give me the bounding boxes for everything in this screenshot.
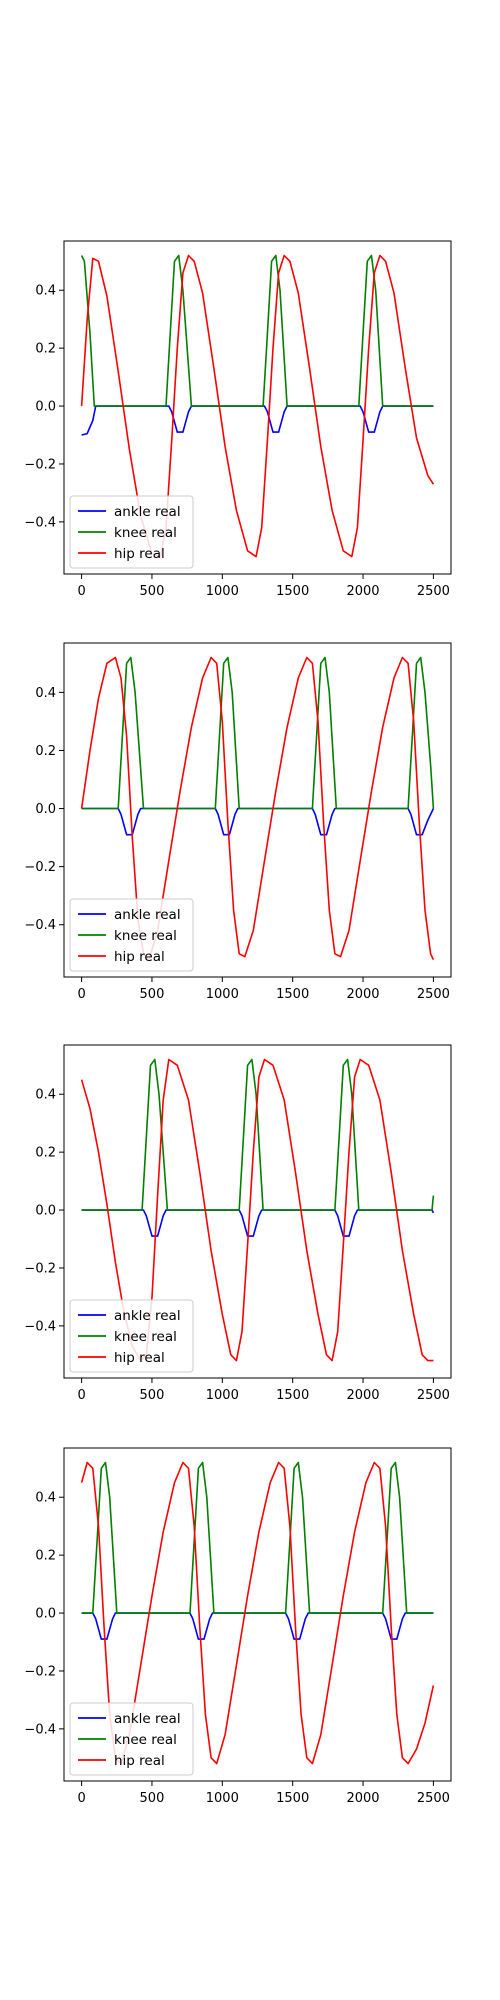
- y-tick-label: 0.0: [35, 1204, 56, 1219]
- x-tick-label: 1500: [276, 1791, 309, 1806]
- y-tick-label: 0.4: [35, 284, 56, 299]
- legend-label: knee real: [114, 1329, 177, 1345]
- legend-label: hip real: [114, 1350, 165, 1366]
- y-tick-label: 0.4: [35, 1491, 56, 1506]
- y-tick-label: −0.4: [24, 918, 56, 933]
- y-tick-label: −0.4: [24, 1319, 56, 1334]
- y-tick-label: −0.2: [24, 860, 56, 875]
- y-tick-label: 0.2: [35, 342, 56, 357]
- series-line-hip-real: [80, 656, 435, 961]
- legend-label: ankle real: [114, 504, 181, 520]
- x-tick-label: 1500: [276, 987, 309, 1002]
- x-tick-label: 0: [77, 987, 85, 1002]
- x-tick-label: 1000: [206, 1388, 239, 1403]
- x-tick-label: 2000: [346, 1388, 379, 1403]
- axes-frame: [63, 240, 452, 575]
- series-line-ankle-real: [81, 807, 435, 836]
- y-tick-label: 0.2: [35, 744, 56, 759]
- series-line-knee-real: [81, 1058, 435, 1211]
- x-tick-label: 2500: [417, 1791, 450, 1806]
- y-tick-label: 0.4: [35, 1088, 56, 1103]
- y-tick-label: 0.2: [35, 1146, 56, 1161]
- legend-label: knee real: [114, 1732, 177, 1748]
- series-line-ankle-real: [81, 405, 434, 436]
- y-tick-label: −0.4: [24, 1722, 56, 1737]
- legend-box: [69, 1702, 194, 1776]
- y-tick-label: 0.0: [35, 802, 56, 817]
- legend: ankle real knee real hip real: [69, 495, 194, 569]
- x-tick-label: 2000: [346, 987, 379, 1002]
- axes-frame: [63, 1447, 452, 1782]
- legend-box: [69, 495, 194, 569]
- axes-frame: [63, 1044, 452, 1379]
- x-tick-label: 500: [140, 1388, 165, 1403]
- series-line-knee-real: [80, 254, 434, 407]
- y-tick-label: −0.2: [24, 457, 56, 472]
- chart-panel-3: 0 500 1000 1500 2000 2500 −0.4 −0.2 0.0 0.2 0.4 ank…: [24, 1044, 452, 1403]
- x-tick-label: 0: [77, 584, 85, 599]
- x-tick-label: 1500: [276, 1388, 309, 1403]
- legend-label: ankle real: [114, 907, 181, 923]
- chart-panel-4: 0 500 1000 1500 2000 2500 −0.4 −0.2 0.0 0.2 0.4 ank…: [24, 1447, 452, 1806]
- x-tick-label: 2500: [417, 584, 450, 599]
- chart-panel-1: 0 500 1000 1500 2000 2500 −0.4 −0.2 0.0 0.2 0.4 ank…: [24, 240, 452, 599]
- legend-label: hip real: [114, 546, 165, 562]
- series-group: [80, 656, 435, 961]
- legend-label: knee real: [114, 525, 177, 541]
- legend-label: hip real: [114, 1753, 165, 1769]
- axes-frame: [63, 642, 452, 978]
- y-tick-label: −0.4: [24, 515, 56, 530]
- legend-label: hip real: [114, 949, 165, 965]
- legend-box: [69, 1299, 194, 1373]
- series-line-knee-real: [81, 656, 435, 810]
- x-tick-label: 1000: [206, 584, 239, 599]
- legend-box: [69, 898, 194, 972]
- legend: ankle real knee real hip real: [69, 1702, 194, 1776]
- x-tick-label: 0: [77, 1791, 85, 1806]
- x-tick-label: 1500: [276, 584, 309, 599]
- x-tick-label: 2500: [417, 987, 450, 1002]
- legend-label: ankle real: [114, 1711, 181, 1727]
- y-tick-label: 0.0: [35, 1607, 56, 1622]
- x-tick-label: 2000: [346, 1791, 379, 1806]
- x-tick-label: 2500: [417, 1388, 450, 1403]
- x-tick-label: 500: [140, 1791, 165, 1806]
- x-tick-label: 2000: [346, 584, 379, 599]
- y-tick-label: −0.2: [24, 1664, 56, 1679]
- x-tick-label: 0: [77, 1388, 85, 1403]
- legend: ankle real knee real hip real: [69, 898, 194, 972]
- series-line-ankle-real: [81, 1209, 435, 1237]
- y-tick-label: 0.4: [35, 686, 56, 701]
- x-tick-label: 500: [140, 987, 165, 1002]
- x-tick-label: 500: [140, 584, 165, 599]
- legend-label: knee real: [114, 928, 177, 944]
- x-tick-label: 1000: [206, 987, 239, 1002]
- legend-label: ankle real: [114, 1308, 181, 1324]
- legend: ankle real knee real hip real: [69, 1299, 194, 1373]
- y-tick-label: 0.2: [35, 1549, 56, 1564]
- x-tick-label: 1000: [206, 1791, 239, 1806]
- series-line-ankle-real: [81, 1612, 434, 1640]
- chart-panel-2: 0 500 1000 1500 2000 2500 −0.4 −0.2 0.0 0.2 0.4 ank…: [24, 642, 452, 1002]
- y-tick-label: 0.0: [35, 400, 56, 415]
- series-line-knee-real: [81, 1461, 434, 1614]
- y-tick-label: −0.2: [24, 1261, 56, 1276]
